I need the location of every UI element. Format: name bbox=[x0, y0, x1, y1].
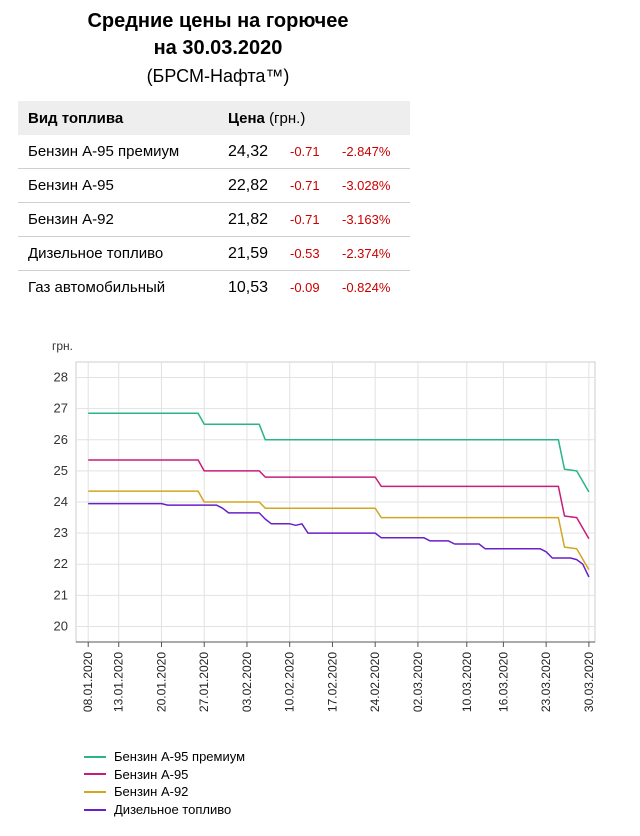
x-tick-label: 16.03.2020 bbox=[496, 652, 510, 712]
legend-item: Бензин А-92 bbox=[84, 783, 245, 801]
fuel-price: 21,82 bbox=[218, 202, 290, 237]
page-title: Средние цены на горючее bbox=[87, 10, 349, 32]
fuel-pct: -2.374% bbox=[342, 236, 410, 271]
col-header-price: Цена (грн.) bbox=[218, 101, 410, 135]
legend-swatch bbox=[84, 773, 106, 776]
x-tick-label: 30.03.2020 bbox=[582, 652, 596, 712]
fuel-price: 10,53 bbox=[218, 270, 290, 304]
page-date: на 30.03.2020 bbox=[153, 37, 283, 59]
fuel-name: Дизельное топливо bbox=[18, 236, 218, 271]
table-row: Бензин А-95 22,82 -0.71 -3.028% bbox=[18, 168, 410, 203]
price-line-chart: 20 21 22 23 24 25 26 27 28 грн. 08.01.2020 13.01.20… bbox=[52, 339, 596, 712]
legend-label: Бензин А-95 bbox=[114, 766, 189, 782]
table-header-row: Вид топлива Цена (грн.) bbox=[18, 101, 410, 135]
legend-label: Дизельное топливо bbox=[114, 802, 232, 818]
legend-swatch bbox=[84, 808, 106, 811]
fuel-name: Газ автомобильный bbox=[18, 270, 218, 304]
fuel-pct: -3.163% bbox=[342, 202, 410, 237]
table-row: Газ автомобильный 10,53 -0.09 -0.824% bbox=[18, 270, 410, 304]
fuel-price: 21,59 bbox=[218, 236, 290, 271]
y-tick-label: 21 bbox=[54, 587, 68, 602]
fuel-delta: -0.71 bbox=[290, 168, 342, 203]
page-source: (БРСМ-Нафта™) bbox=[146, 66, 290, 86]
x-tick-label: 10.03.2020 bbox=[460, 652, 474, 712]
fuel-price: 22,82 bbox=[218, 168, 290, 203]
legend-label: Бензин А-92 bbox=[114, 784, 189, 800]
legend-swatch bbox=[84, 755, 106, 758]
legend-item: Дизельное топливо bbox=[84, 801, 245, 819]
fuel-delta: -0.71 bbox=[290, 144, 320, 159]
col-header-fuel: Вид топлива bbox=[18, 101, 218, 135]
fuel-pct: -2.847% bbox=[342, 144, 391, 159]
fuel-name: Бензин А-95 премиум bbox=[28, 143, 180, 160]
x-tick-label: 10.02.2020 bbox=[283, 652, 297, 712]
price-table: Вид топлива Цена (грн.) Бензин А-95 прем… bbox=[18, 101, 410, 304]
x-tick-label: 13.01.2020 bbox=[112, 652, 126, 712]
y-axis-label: грн. bbox=[52, 339, 73, 353]
col-header-price-label: Цена bbox=[228, 109, 265, 127]
y-tick-label: 28 bbox=[54, 370, 68, 385]
series-line bbox=[88, 412, 590, 493]
table-row: Бензин А-92 21,82 -0.71 -3.163% bbox=[18, 202, 410, 237]
x-tick-label: 24.02.2020 bbox=[368, 652, 382, 712]
x-tick-label: 02.03.2020 bbox=[411, 652, 425, 712]
series-line bbox=[88, 459, 590, 540]
y-tick-label: 23 bbox=[54, 525, 68, 540]
fuel-delta: -0.09 bbox=[290, 270, 342, 304]
x-tick-label: 27.01.2020 bbox=[197, 652, 211, 712]
y-tick-label: 22 bbox=[54, 556, 68, 571]
fuel-name: Бензин А-92 bbox=[18, 202, 218, 237]
table-row: Дизельное топливо 21,59 -0.53 -2.374% bbox=[18, 236, 410, 271]
y-tick-label: 25 bbox=[54, 463, 68, 478]
y-tick-label: 24 bbox=[54, 494, 68, 509]
legend-item: Бензин А-95 премиум bbox=[84, 748, 245, 766]
x-tick-label: 20.01.2020 bbox=[154, 652, 168, 712]
legend-label: Бензин А-95 премиум bbox=[114, 749, 246, 765]
x-tick-label: 08.01.2020 bbox=[81, 652, 95, 712]
x-tick-label: 23.03.2020 bbox=[539, 652, 553, 712]
y-tick-label: 27 bbox=[54, 401, 68, 416]
y-tick-label: 20 bbox=[54, 618, 68, 633]
fuel-name: Бензин А-95 bbox=[18, 168, 218, 203]
chart-legend: Бензин А-95 премиум Бензин А-95 Бензин А… bbox=[84, 748, 245, 818]
y-tick-label: 26 bbox=[54, 432, 68, 447]
table-row: Бензин А-95 премиум 24,32 -0.71 -2.847% bbox=[18, 135, 410, 169]
col-header-unit: (грн.) bbox=[269, 109, 306, 127]
fuel-pct: -0.824% bbox=[342, 270, 410, 304]
x-tick-label: 17.02.2020 bbox=[325, 652, 339, 712]
fuel-pct: -3.028% bbox=[342, 168, 410, 203]
fuel-delta: -0.53 bbox=[290, 236, 342, 271]
x-tick-label: 03.02.2020 bbox=[240, 652, 254, 712]
fuel-delta: -0.71 bbox=[290, 202, 342, 237]
legend-item: Бензин А-95 bbox=[84, 766, 245, 784]
fuel-price: 24,32 bbox=[228, 142, 269, 160]
series-line bbox=[88, 490, 590, 571]
legend-swatch bbox=[84, 790, 106, 793]
series-line bbox=[88, 502, 590, 578]
